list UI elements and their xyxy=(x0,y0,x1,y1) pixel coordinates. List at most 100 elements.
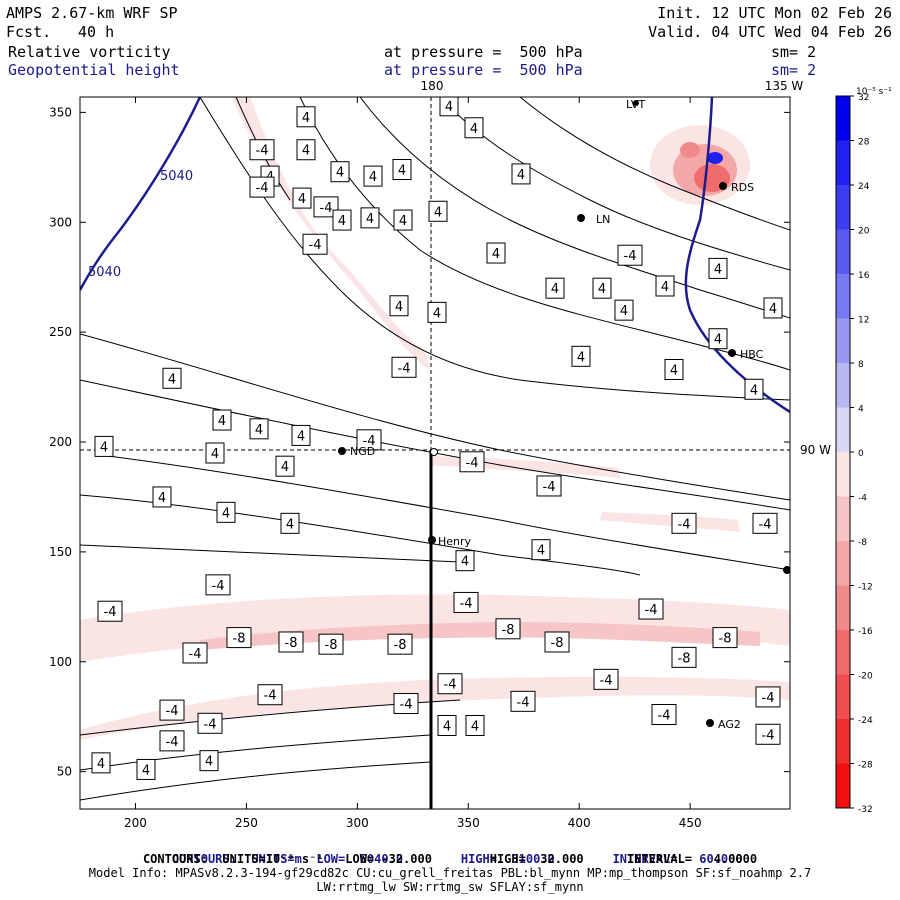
contour-label-text: -4 xyxy=(104,605,117,620)
station-ln: LN xyxy=(596,213,610,226)
contour-label-box xyxy=(159,730,185,752)
y-tick-label: 200 xyxy=(49,435,72,449)
colorbar-tick-label: 16 xyxy=(858,271,870,281)
contour-label-text: -4 xyxy=(398,361,411,376)
contour-label-text: 4 xyxy=(399,214,407,229)
contour-label-box xyxy=(651,704,677,726)
contour-label: -4 xyxy=(313,196,339,218)
contour-label: -4 xyxy=(617,244,643,266)
x-tick-label: 250 xyxy=(235,816,258,830)
contour-label: -4 xyxy=(752,512,778,534)
contour-label-text: 4 xyxy=(281,460,289,475)
contour-label-text: 4 xyxy=(338,214,346,229)
footer-height-label: CONTOURS: xyxy=(171,852,237,866)
contour-label: -4 xyxy=(182,642,208,664)
contour-label-text: 4 xyxy=(598,282,606,297)
contour-label-text: 4 xyxy=(255,423,263,438)
init-time: Init. 12 UTC Mon 02 Feb 26 xyxy=(657,4,892,22)
colorbar-tick-label: -12 xyxy=(858,583,873,593)
contour-label-text: 4 xyxy=(336,166,344,181)
contour-label-box xyxy=(91,752,111,774)
contour-label: 4 xyxy=(531,539,551,561)
contour-label: -8 xyxy=(671,646,697,668)
contour-label: 4 xyxy=(296,106,316,128)
contour-label-text: 4 xyxy=(461,555,469,570)
y-tick-label: 150 xyxy=(49,545,72,559)
contour-label-text: 4 xyxy=(661,280,669,295)
vorticity-band-diagonal xyxy=(232,97,430,370)
colorbar-tick-label: -4 xyxy=(858,494,867,504)
height-label-5040-a: 5040 xyxy=(160,169,193,184)
contour-label-text: 4 xyxy=(769,302,777,317)
contour-label-box xyxy=(291,424,311,446)
contour-label-box xyxy=(257,684,283,706)
contour-label-box xyxy=(292,187,312,209)
colorbar-tick-label: 20 xyxy=(858,227,870,237)
x-tick-label: 300 xyxy=(346,816,369,830)
contour-label-box xyxy=(459,451,485,473)
contour-label-text: -4 xyxy=(762,728,775,743)
footer-height-high: HIGH= 5100.0 xyxy=(460,852,555,866)
contour-label-text: 4 xyxy=(517,168,525,183)
contour-label: 4 xyxy=(291,424,311,446)
crosshair xyxy=(80,97,790,451)
contour-label-text: -4 xyxy=(762,691,775,706)
y-tick-label: 300 xyxy=(49,215,72,229)
contour-label-box xyxy=(278,631,304,653)
contour-label-text: -4 xyxy=(256,144,269,159)
contour-label: -4 xyxy=(755,723,781,745)
colorbar-segment xyxy=(836,496,850,541)
contour-label-text: -8 xyxy=(285,636,298,651)
contour-label-box xyxy=(249,176,275,198)
contour-label: -8 xyxy=(544,631,570,653)
colorbar-segment xyxy=(836,719,850,764)
y-tick-label: 350 xyxy=(49,105,72,119)
contour-label-text: -4 xyxy=(212,579,225,594)
contour-label-box xyxy=(617,244,643,266)
contour-label-box xyxy=(249,139,275,161)
contour-label-box xyxy=(464,117,484,139)
station-henry: Henry xyxy=(438,535,472,548)
contour-label-text: -4 xyxy=(264,689,277,704)
contour-label-box xyxy=(453,591,479,613)
contour-label-text: 4 xyxy=(100,440,108,455)
vorticity-band-low xyxy=(80,676,790,740)
colorbar-tick-label: 28 xyxy=(858,138,870,148)
colorbar-segment xyxy=(836,674,850,719)
contour-label-box xyxy=(592,277,612,299)
colorbar-segment xyxy=(836,229,850,274)
contour-label-text: -8 xyxy=(325,638,338,653)
contour-label: 4 xyxy=(389,295,409,317)
contour-label-box xyxy=(752,512,778,534)
contour-label-text: 4 xyxy=(97,757,105,772)
contour-label-text: -4 xyxy=(256,181,269,196)
contour-label-text: -4 xyxy=(166,704,179,719)
field2-smoothing: sm= 2 xyxy=(771,61,817,79)
contour-label-text: 4 xyxy=(366,212,374,227)
contour-label: 4 xyxy=(332,209,352,231)
contour-label-text: -4 xyxy=(517,695,530,710)
contour-label: -4 xyxy=(249,139,275,161)
contour-label: -4 xyxy=(159,730,185,752)
colorbar-segment xyxy=(836,96,850,141)
contour-label-text: -4 xyxy=(444,678,457,693)
contour-label-text: 4 xyxy=(286,517,294,532)
colorbar-segment xyxy=(836,541,850,586)
contour-label-box xyxy=(360,207,380,229)
contour-label: -4 xyxy=(459,451,485,473)
contour-label: -4 xyxy=(97,600,123,622)
contour-label-box xyxy=(531,539,551,561)
contour-label: -4 xyxy=(205,574,231,596)
contour-label-text: -4 xyxy=(166,735,179,750)
contour-label-text: 4 xyxy=(302,144,310,159)
contour-label-box xyxy=(275,455,295,477)
contour-label-box xyxy=(671,646,697,668)
contour-label: -4 xyxy=(536,475,562,497)
contour-label-text: -4 xyxy=(204,717,217,732)
contour-label-box xyxy=(427,301,447,323)
contour-label-box xyxy=(216,501,236,523)
contour-label: -8 xyxy=(278,631,304,653)
field1-smoothing: sm= 2 xyxy=(771,43,817,61)
contour-label-text: 4 xyxy=(537,544,545,559)
